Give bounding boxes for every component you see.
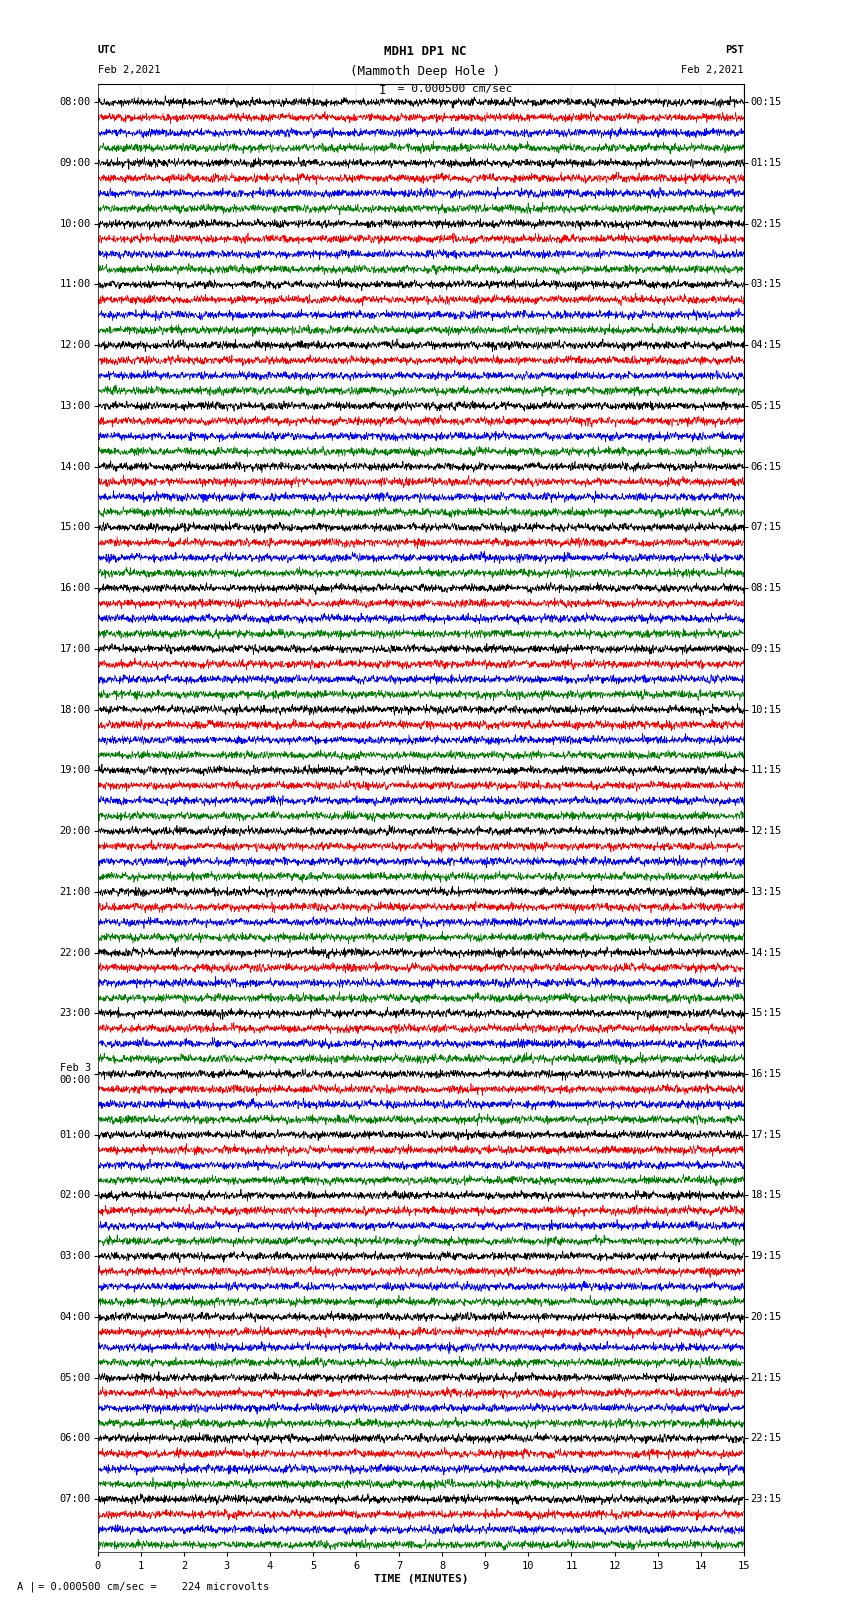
Text: MDH1 DP1 NC: MDH1 DP1 NC: [383, 45, 467, 58]
Text: = 0.000500 cm/sec =    224 microvolts: = 0.000500 cm/sec = 224 microvolts: [38, 1582, 269, 1592]
X-axis label: TIME (MINUTES): TIME (MINUTES): [373, 1574, 468, 1584]
Text: A |: A |: [17, 1582, 36, 1592]
Text: PST: PST: [725, 45, 744, 55]
Text: = 0.000500 cm/sec: = 0.000500 cm/sec: [391, 84, 513, 94]
Text: I: I: [379, 84, 387, 97]
Text: (Mammoth Deep Hole ): (Mammoth Deep Hole ): [350, 65, 500, 77]
Text: Feb 2,2021: Feb 2,2021: [98, 65, 161, 74]
Text: Feb 2,2021: Feb 2,2021: [681, 65, 744, 74]
Text: UTC: UTC: [98, 45, 116, 55]
